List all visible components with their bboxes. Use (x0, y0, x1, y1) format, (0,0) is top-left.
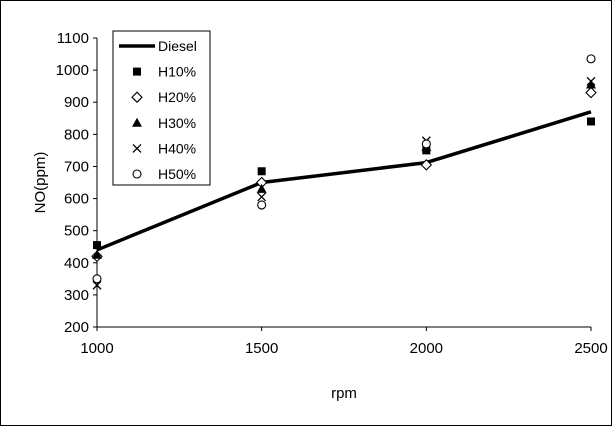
data-point-h50pct (421, 139, 431, 149)
y-tick-label: 400 (64, 255, 89, 272)
data-point-h40pct (92, 280, 102, 290)
data-point-h40pct-stroke (257, 192, 267, 202)
legend-swatch-h40pct-stroke (132, 143, 142, 153)
y-tick-label: 300 (64, 287, 89, 304)
x-tick-label: 1500 (245, 340, 278, 357)
data-point-h50pct (257, 200, 267, 210)
data-point-h40pct (586, 76, 596, 86)
x-tick-label: 2500 (574, 340, 607, 357)
legend-swatch-h20pct (131, 91, 143, 103)
x-tick-label: 2000 (410, 340, 443, 357)
x-tick-labels: 1000 1500 2000 2500 (80, 340, 607, 357)
data-point-h30pct (92, 249, 102, 259)
data-marks (91, 54, 597, 290)
data-point-h40pct-stroke (92, 280, 102, 290)
y-tick-label: 900 (64, 94, 89, 111)
data-point-h10pct (257, 167, 266, 176)
legend-swatch-h10pct (133, 67, 141, 76)
legend-label-h50pct: H50% (158, 166, 196, 182)
y-tick-label: 500 (64, 223, 89, 240)
data-point-h40pct-stroke (586, 76, 596, 86)
legend-swatch-h40pct (132, 143, 142, 153)
y-tick-label: 800 (64, 126, 89, 143)
data-point-h20pct (420, 159, 433, 171)
y-axis-label: NO(ppm) (32, 152, 49, 214)
x-tick-label: 1000 (80, 340, 113, 357)
legend-label-diesel: Diesel (158, 38, 197, 54)
series-line-diesel (96, 110, 592, 252)
y-tick-label: 1000 (56, 62, 89, 79)
data-point-h40pct (257, 192, 267, 202)
legend: Diesel H10% H20% H30% H40% H50% (112, 30, 211, 186)
y-tick-labels: 200 300 400 500 600 700 800 900 1000 1100 (56, 30, 89, 336)
data-point-h50pct (586, 54, 596, 64)
legend-label-h20pct: H20% (158, 89, 196, 105)
legend-swatch-h30pct (132, 117, 142, 127)
y-tick-label: 600 (64, 191, 89, 208)
y-tick-label: 200 (64, 319, 89, 336)
data-point-h50pct (92, 274, 102, 284)
legend-label-h40pct: H40% (158, 140, 196, 156)
data-point-h10pct (587, 117, 595, 126)
x-axis-label: rpm (331, 385, 357, 402)
legend-box (112, 30, 211, 186)
data-point-h20pct (585, 86, 597, 99)
legend-label-h30pct: H30% (158, 115, 196, 131)
legend-label-h10pct: H10% (158, 64, 196, 80)
legend-swatch-h50pct (132, 169, 142, 179)
data-point-h30pct (586, 79, 596, 89)
y-tick-label: 700 (64, 158, 89, 175)
y-tick-label: 1100 (57, 30, 89, 47)
data-point-h10pct (93, 241, 101, 250)
data-point-h30pct (256, 183, 267, 193)
